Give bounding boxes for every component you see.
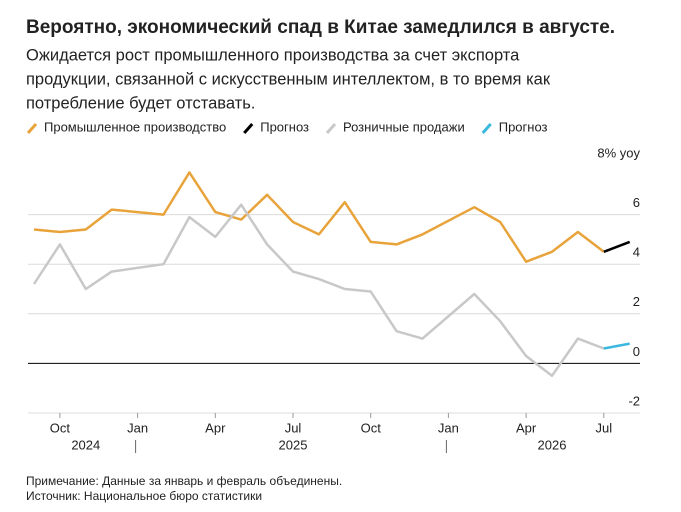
legend-swatch	[243, 123, 254, 134]
x-tick-label: Jul	[285, 420, 302, 435]
legend-swatch	[26, 123, 38, 134]
y-tick-label: 0	[633, 344, 640, 359]
note: Источник: Национальное бюро статистики	[26, 489, 262, 503]
y-tick-label: -2	[628, 393, 640, 408]
series-line	[603, 240, 631, 253]
y-tick-label: 4	[633, 245, 640, 260]
legend-label: Прогноз	[260, 119, 309, 134]
x-tick-label: Apr	[205, 420, 226, 435]
series-line	[33, 171, 605, 263]
x-tick-label: Jan	[438, 420, 459, 435]
legend-label: Розничные продажи	[343, 119, 465, 134]
subtitle: потребление будет отставать.	[26, 94, 255, 112]
year-label: 2024	[71, 437, 100, 452]
chart-title: Вероятно, экономический спад в Китае зам…	[26, 17, 615, 38]
y-tick-label: 8% yoy	[597, 145, 640, 160]
y-tick-label: 2	[633, 294, 640, 309]
subtitle: Ожидается рост промышленного производств…	[26, 46, 520, 64]
legend-label: Прогноз	[499, 119, 548, 134]
series-line	[603, 342, 630, 350]
legend-label: Промышленное производство	[44, 119, 226, 134]
legend-swatch	[325, 123, 337, 134]
subtitle: продукции, связанной с искусственным инт…	[26, 70, 551, 88]
year-label: 2025	[279, 437, 308, 452]
note: Примечание: Данные за январь и февраль о…	[26, 474, 342, 488]
y-tick-label: 6	[633, 195, 640, 210]
series-line	[32, 203, 605, 378]
x-tick-label: Oct	[361, 420, 382, 435]
year-label: 2026	[538, 437, 567, 452]
legend-swatch	[481, 123, 492, 134]
x-tick-label: Jul	[595, 420, 612, 435]
x-tick-label: Oct	[50, 420, 71, 435]
x-tick-label: Apr	[516, 420, 537, 435]
x-tick-label: Jan	[127, 420, 148, 435]
